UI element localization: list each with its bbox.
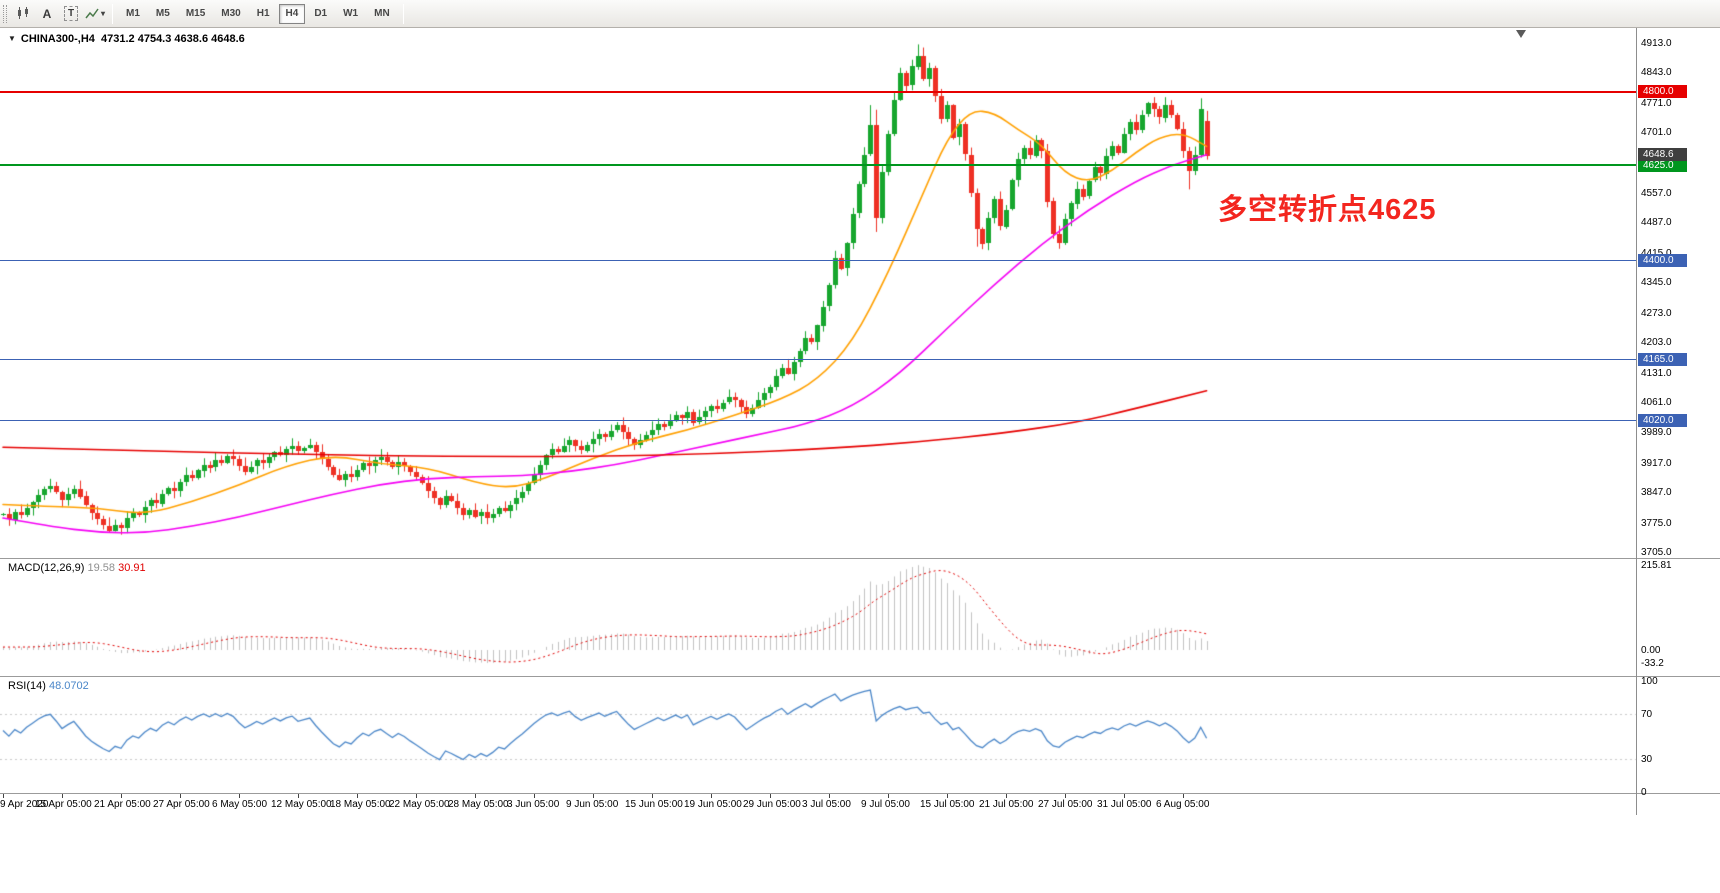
time-axis-tick — [711, 794, 712, 798]
time-axis-label: 18 May 05:00 — [330, 799, 391, 810]
time-axis-label: 15 Jul 05:00 — [920, 799, 975, 810]
time-axis-tick — [593, 794, 594, 798]
price-tag-4020.0: 4020.0 — [1638, 413, 1687, 427]
time-axis-tick — [888, 794, 889, 798]
price-axis-separator — [1636, 28, 1637, 815]
price-axis-label: 4131.0 — [1641, 367, 1672, 379]
time-axis-tick — [62, 794, 63, 798]
time-axis-label: 21 Apr 05:00 — [94, 799, 151, 810]
time-axis-tick — [829, 794, 830, 798]
rsi-axis-label: 30 — [1641, 753, 1653, 765]
time-axis-label: 9 Jul 05:00 — [861, 799, 910, 810]
rsi-axis-label: 70 — [1641, 709, 1653, 721]
price-axis-label: 3989.0 — [1641, 427, 1672, 439]
time-axis-tick — [357, 794, 358, 798]
macd-main-value: 19.58 — [87, 562, 116, 574]
price-axis-label: 4203.0 — [1641, 337, 1672, 349]
rsi-name: RSI(14) — [8, 680, 46, 692]
time-axis-tick — [475, 794, 476, 798]
chart-text-annotation[interactable]: 多空转折点4625 — [1218, 194, 1437, 226]
time-axis-tick — [1183, 794, 1184, 798]
time-axis-tick — [1006, 794, 1007, 798]
rsi-pane-label: RSI(14) 48.0702 — [8, 680, 89, 692]
macd-signal-value: 30.91 — [118, 562, 146, 574]
time-axis-label: 15 Jun 05:00 — [625, 799, 683, 810]
rsi-value: 48.0702 — [48, 680, 89, 692]
time-axis-tick — [947, 794, 948, 798]
time-axis-tick — [3, 794, 4, 798]
price-axis-label: 3917.0 — [1641, 457, 1672, 469]
time-axis-label: 3 Jun 05:00 — [507, 799, 560, 810]
time-axis-tick — [652, 794, 653, 798]
rsi-axis-label: 100 — [1641, 676, 1658, 687]
time-axis-label: 21 Jul 05:00 — [979, 799, 1034, 810]
time-axis-label: 3 Jul 05:00 — [802, 799, 851, 810]
time-axis-tick — [416, 794, 417, 798]
price-axis-label: 4843.0 — [1641, 67, 1672, 79]
price-tag-4165.0: 4165.0 — [1638, 352, 1687, 366]
pane-separator-macd[interactable] — [0, 558, 1720, 559]
symbol-timeframe: CHINA300-,H4 — [20, 33, 95, 45]
time-axis-label: 6 Aug 05:00 — [1156, 799, 1210, 810]
price-tag-4800.0: 4800.0 — [1638, 85, 1687, 99]
price-axis-label: 4557.0 — [1641, 188, 1672, 199]
one-click-trading-toggle[interactable]: ▼ — [8, 34, 16, 43]
price-axis-label: 3847.0 — [1641, 487, 1672, 499]
macd-axis-label: 215.81 — [1641, 560, 1672, 572]
time-axis-tick — [770, 794, 771, 798]
price-axis-label: 4345.0 — [1641, 277, 1672, 289]
price-axis-label: 4487.0 — [1641, 217, 1672, 229]
price-axis-label: 4061.0 — [1641, 396, 1672, 408]
pane-separator-rsi[interactable] — [0, 676, 1720, 677]
rsi-axis-label: 0 — [1641, 787, 1647, 798]
time-axis-label: 27 Apr 05:00 — [153, 799, 210, 810]
chart-shift-marker[interactable] — [1516, 30, 1526, 38]
time-axis-tick — [239, 794, 240, 798]
hline-4020.0[interactable] — [0, 419, 1636, 421]
price-axis-label: 3775.0 — [1641, 517, 1672, 529]
time-axis-label: 29 Jun 05:00 — [743, 799, 801, 810]
macd-axis-label: -33.2 — [1641, 658, 1664, 670]
time-axis-label: 12 May 05:00 — [271, 799, 332, 810]
time-axis-label: 9 Jun 05:00 — [566, 799, 619, 810]
time-axis-tick — [1124, 794, 1125, 798]
time-axis-label: 15 Apr 05:00 — [35, 799, 92, 810]
hline-4625.0[interactable] — [0, 164, 1636, 167]
time-axis-label: 9 Apr 2020 — [0, 799, 49, 810]
time-axis-tick — [534, 794, 535, 798]
price-axis-label: 4415.0 — [1641, 248, 1672, 259]
time-axis-tick — [298, 794, 299, 798]
hline-4400.0[interactable] — [0, 259, 1636, 261]
time-axis-tick — [121, 794, 122, 798]
hline-4800.0[interactable] — [0, 90, 1636, 93]
hline-4165.0[interactable] — [0, 358, 1636, 360]
time-axis-label: 22 May 05:00 — [389, 799, 450, 810]
time-axis-label: 19 Jun 05:00 — [684, 799, 742, 810]
time-axis-label: 31 Jul 05:00 — [1097, 799, 1152, 810]
time-axis-tick — [180, 794, 181, 798]
price-axis-label: 4771.0 — [1641, 97, 1672, 109]
price-tag-4625.0: 4625.0 — [1638, 158, 1687, 172]
time-axis-label: 27 Jul 05:00 — [1038, 799, 1093, 810]
time-axis-tick — [1065, 794, 1066, 798]
time-axis-separator — [0, 793, 1720, 794]
time-axis-label: 6 May 05:00 — [212, 799, 268, 810]
price-tag-4400.0: 4400.0 — [1638, 253, 1687, 267]
current-price-tag: 4648.6 — [1638, 148, 1687, 162]
macd-axis-label: 0.00 — [1641, 645, 1661, 656]
symbol-ohlc-label: ▼ CHINA300-,H4 4731.2 4754.3 4638.6 4648.… — [8, 33, 245, 45]
price-axis-label: 4273.0 — [1641, 307, 1672, 319]
time-axis-label: 28 May 05:00 — [448, 799, 509, 810]
price-axis-label: 4913.0 — [1641, 38, 1672, 49]
price-axis-label: 4701.0 — [1641, 127, 1672, 139]
ohlc-values: 4731.2 4754.3 4638.6 4648.6 — [101, 33, 245, 45]
macd-name: MACD(12,26,9) — [8, 562, 85, 574]
price-axis-label: 3705.0 — [1641, 547, 1672, 558]
macd-pane-label: MACD(12,26,9) 19.58 30.91 — [8, 562, 146, 574]
